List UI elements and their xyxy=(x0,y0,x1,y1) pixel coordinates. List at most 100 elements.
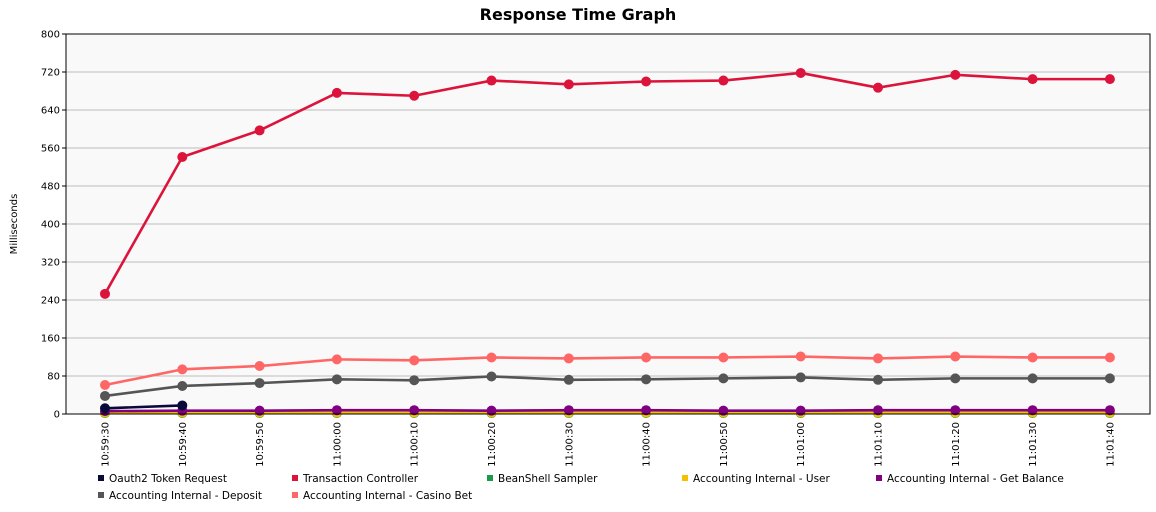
series-0 xyxy=(100,400,188,414)
data-point xyxy=(873,353,883,364)
y-tick-label: 320 xyxy=(41,258,60,269)
data-point xyxy=(486,75,497,86)
data-point xyxy=(795,405,806,416)
data-point xyxy=(950,351,961,362)
data-point xyxy=(409,375,420,386)
y-tick-label: 400 xyxy=(41,220,60,231)
x-tick-label: 10:59:40 xyxy=(178,422,189,467)
series-line xyxy=(104,404,183,410)
x-tick-label: 10:59:30 xyxy=(101,422,112,467)
data-point xyxy=(254,405,265,416)
data-point xyxy=(1104,373,1115,384)
plot-border xyxy=(65,33,1151,415)
data-point xyxy=(718,352,729,363)
data-point xyxy=(795,351,806,362)
legend-item: Oauth2 Token Request xyxy=(98,473,227,485)
data-point xyxy=(1027,74,1038,85)
chart-title: Response Time Graph xyxy=(480,5,677,24)
y-axis-label: Milliseconds xyxy=(9,194,20,255)
data-point xyxy=(1027,405,1038,416)
data-point xyxy=(1027,352,1038,363)
series-5 xyxy=(100,371,1115,401)
x-tick-label: 11:00:40 xyxy=(642,422,653,467)
legend-item: Transaction Controller xyxy=(292,473,419,485)
x-tick-label: 11:01:00 xyxy=(796,422,807,467)
y-tick-label: 480 xyxy=(41,182,60,193)
data-point xyxy=(254,125,265,136)
data-point xyxy=(873,82,883,93)
data-point xyxy=(409,355,420,366)
data-point xyxy=(718,373,729,384)
y-tick-label: 80 xyxy=(47,372,60,383)
x-tick-label: 10:59:50 xyxy=(255,422,266,467)
data-point xyxy=(1104,352,1115,363)
series-line xyxy=(103,71,1110,295)
data-point xyxy=(873,405,883,416)
series-1 xyxy=(100,67,1115,299)
series-line xyxy=(104,355,1110,387)
data-point xyxy=(100,390,110,401)
data-point xyxy=(486,371,497,382)
legend-item: Accounting Internal - Deposit xyxy=(98,490,262,502)
data-point xyxy=(1104,74,1115,85)
x-tick-label: 11:00:30 xyxy=(564,422,575,467)
data-point xyxy=(409,405,420,416)
plot-area: 0 80 160 240 320 400 480 560 640 720 800 10:59:30 10… xyxy=(41,30,1151,467)
data-point xyxy=(795,67,806,78)
legend-label: BeanShell Sampler xyxy=(498,473,598,485)
data-point xyxy=(331,354,342,365)
legend-swatch xyxy=(292,492,298,498)
data-point xyxy=(331,87,342,98)
series-6 xyxy=(100,351,1115,391)
x-tick-label: 11:00:00 xyxy=(332,422,343,467)
legend-item: BeanShell Sampler xyxy=(487,473,598,485)
data-point xyxy=(100,380,110,391)
legend-label: Transaction Controller xyxy=(302,473,419,485)
legend-swatch xyxy=(292,475,298,481)
legend-swatch xyxy=(98,475,104,481)
data-point xyxy=(718,405,729,416)
x-tick-label: 11:01:30 xyxy=(1028,422,1039,467)
y-tick-label: 800 xyxy=(41,30,60,41)
y-tick-label: 640 xyxy=(41,106,60,117)
x-tick-label: 11:01:20 xyxy=(951,422,962,467)
data-point xyxy=(641,76,652,87)
data-point xyxy=(1104,405,1115,416)
x-tick-label: 11:00:50 xyxy=(719,422,730,467)
data-point xyxy=(177,400,188,411)
data-point xyxy=(563,374,574,385)
x-tick-label: 11:01:40 xyxy=(1105,422,1116,467)
legend: Oauth2 Token Request Transaction Controll… xyxy=(98,473,1064,502)
data-point xyxy=(331,405,342,416)
data-point xyxy=(795,372,806,383)
legend-swatch xyxy=(876,475,882,481)
y-tick-label: 160 xyxy=(41,334,60,345)
x-tick-label: 11:00:10 xyxy=(410,422,421,467)
legend-item: Accounting Internal - User xyxy=(682,473,831,485)
legend-swatch xyxy=(98,492,104,498)
legend-item: Accounting Internal - Casino Bet xyxy=(292,490,472,502)
legend-swatch xyxy=(682,475,688,481)
legend-label: Accounting Internal - Casino Bet xyxy=(303,490,472,502)
data-point xyxy=(641,352,652,363)
data-point xyxy=(486,405,497,416)
data-point xyxy=(950,405,961,416)
data-point xyxy=(331,374,342,385)
legend-swatch xyxy=(487,475,493,481)
series-line xyxy=(104,408,1110,413)
legend-item: Accounting Internal - Get Balance xyxy=(876,473,1064,485)
data-point xyxy=(177,364,188,375)
data-point xyxy=(409,90,420,101)
data-point xyxy=(563,79,574,90)
y-tick-label: 240 xyxy=(41,296,60,307)
x-tick-label: 11:00:20 xyxy=(487,422,498,467)
data-point xyxy=(177,380,188,391)
data-point xyxy=(100,288,110,299)
data-point xyxy=(641,405,652,416)
data-point xyxy=(177,152,188,163)
legend-label: Accounting Internal - User xyxy=(693,473,831,485)
data-point xyxy=(641,374,652,385)
data-point xyxy=(950,373,961,384)
